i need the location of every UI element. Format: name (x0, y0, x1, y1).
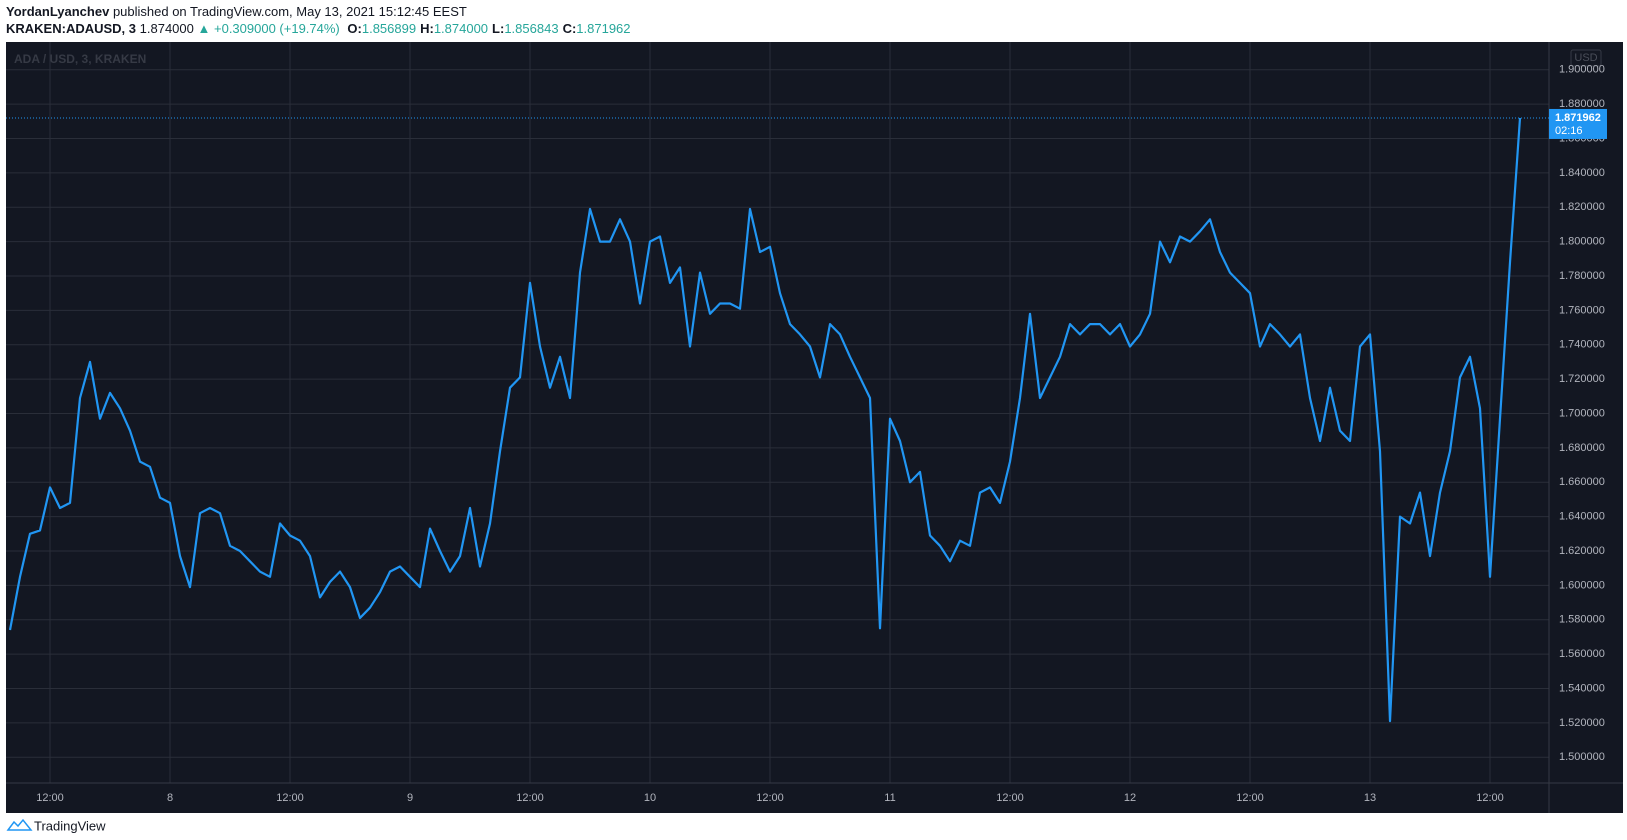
last-price-tag (1549, 108, 1607, 139)
change: +0.309000 (+19.74%) (214, 21, 340, 36)
ohlc-value: 1.871962 (576, 21, 630, 36)
author: YordanLyanchev (6, 4, 110, 19)
x-tick-label: 12:00 (36, 792, 64, 804)
published: published on TradingView.com, May 13, 20… (113, 4, 467, 19)
x-tick-label: 8 (167, 792, 173, 804)
y-tick-label: 1.740000 (1559, 339, 1605, 351)
y-tick-label: 1.720000 (1559, 373, 1605, 385)
ohlc-value: 1.856899 (362, 21, 416, 36)
x-tick-label: 12:00 (1476, 792, 1504, 804)
y-tick-label: 1.780000 (1559, 270, 1605, 282)
last-price-label: 1.871962 (1555, 112, 1601, 124)
x-tick-label: 10 (644, 792, 656, 804)
y-tick-label: 1.520000 (1559, 717, 1605, 729)
symbol: KRAKEN:ADAUSD, 3 (6, 21, 136, 36)
y-tick-label: 1.600000 (1559, 579, 1605, 591)
last-price: 1.874000 (140, 21, 194, 36)
y-tick-label: 1.760000 (1559, 304, 1605, 316)
y-tick-label: 1.560000 (1559, 648, 1605, 660)
ohlc-label: O: (347, 21, 361, 36)
ohlc-value: 1.856843 (504, 21, 558, 36)
x-tick-label: 12 (1124, 792, 1136, 804)
x-tick-label: 12:00 (756, 792, 784, 804)
header-line: YordanLyanchev published on TradingView.… (6, 4, 467, 19)
y-tick-label: 1.640000 (1559, 511, 1605, 523)
y-tick-label: 1.500000 (1559, 751, 1605, 763)
x-tick-label: 12:00 (276, 792, 304, 804)
x-tick-label: 13 (1364, 792, 1376, 804)
brand-logo (6, 818, 33, 831)
y-tick-label: 1.840000 (1559, 167, 1605, 179)
symbol-legend: KRAKEN:ADAUSD, 3 1.874000 ▲ +0.309000 (+… (6, 21, 631, 36)
x-tick-label: 12:00 (996, 792, 1024, 804)
chart-background (6, 42, 1623, 813)
x-tick-label: 11 (884, 792, 895, 804)
ohlc-label: L: (492, 21, 504, 36)
change-arrow: ▲ (198, 21, 211, 36)
ohlc-value: 1.874000 (434, 21, 488, 36)
x-tick-label: 12:00 (516, 792, 544, 804)
ohlc-label: H: (420, 21, 434, 36)
brand: TradingView (34, 818, 106, 833)
x-tick-label: 12:00 (1236, 792, 1264, 804)
y-tick-label: 1.900000 (1559, 64, 1605, 76)
currency: USD (1574, 52, 1597, 64)
y-tick-label: 1.680000 (1559, 442, 1605, 454)
countdown: 02:16 (1555, 125, 1583, 137)
y-tick-label: 1.580000 (1559, 614, 1605, 626)
y-tick-label: 1.660000 (1559, 476, 1605, 488)
ohlc-label: C: (563, 21, 577, 36)
watermark: ADA / USD, 3, KRAKEN (14, 52, 146, 66)
currency-box (1570, 49, 1602, 67)
y-tick-label: 1.700000 (1559, 407, 1605, 419)
y-tick-label: 1.540000 (1559, 682, 1605, 694)
y-tick-label: 1.880000 (1559, 98, 1605, 110)
y-tick-label: 1.800000 (1559, 236, 1605, 248)
y-tick-label: 1.820000 (1559, 201, 1605, 213)
x-tick-label: 9 (407, 792, 413, 804)
y-tick-label: 1.620000 (1559, 545, 1605, 557)
price-line (8, 117, 1522, 723)
